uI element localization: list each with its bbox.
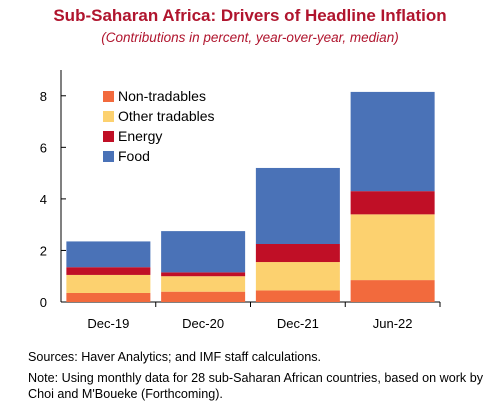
y-tick-label: 4	[40, 192, 47, 207]
bar-other-tradables-dec-19	[66, 274, 151, 293]
methodology-note: Note: Using monthly data for 28 sub-Saha…	[28, 371, 484, 401]
stacked-bar-chart: 0 2 4 6 8 Dec-19 Dec-20 Dec-21 Jun-22 Non-tradabl…	[40, 70, 441, 331]
y-tick-label: 2	[40, 243, 47, 258]
chart-subtitle: (Contributions in percent, year-over-yea…	[101, 30, 399, 45]
bar-non-tradables-dec-19	[66, 292, 151, 302]
sources-note: Sources: Haver Analytics; and IMF staff …	[28, 350, 322, 364]
bar-other-tradables-jun-22	[350, 214, 435, 281]
bar-energy-dec-21	[255, 244, 340, 263]
bar-energy-dec-20	[161, 272, 246, 277]
bar-non-tradables-dec-21	[255, 290, 340, 302]
legend-label: Other tradables	[118, 108, 215, 124]
legend-label: Energy	[118, 128, 162, 144]
x-tick-label: Dec-21	[277, 316, 319, 331]
x-tick-label: Dec-20	[182, 316, 224, 331]
x-tick-label: Jun-22	[373, 316, 413, 331]
bar-other-tradables-dec-21	[255, 262, 340, 291]
legend-label: Non-tradables	[118, 88, 206, 104]
y-tick-label: 6	[40, 140, 47, 155]
bar-energy-dec-19	[66, 267, 151, 275]
legend-swatch	[103, 151, 114, 162]
y-tick-label: 8	[40, 89, 47, 104]
y-tick-label: 0	[40, 295, 47, 310]
bar-other-tradables-dec-20	[161, 276, 246, 292]
bar-energy-jun-22	[350, 191, 435, 215]
bar-food-jun-22	[350, 91, 435, 192]
bar-food-dec-20	[161, 231, 246, 273]
bar-non-tradables-jun-22	[350, 280, 435, 302]
legend-label: Food	[118, 148, 150, 164]
x-tick-label: Dec-19	[87, 316, 129, 331]
chart-title: Sub-Saharan Africa: Drivers of Headline …	[53, 6, 447, 25]
legend-swatch	[103, 91, 114, 102]
bar-food-dec-19	[66, 241, 151, 268]
legend-swatch	[103, 131, 114, 142]
bar-food-dec-21	[255, 167, 340, 244]
legend-swatch	[103, 111, 114, 122]
bar-non-tradables-dec-20	[161, 291, 246, 302]
